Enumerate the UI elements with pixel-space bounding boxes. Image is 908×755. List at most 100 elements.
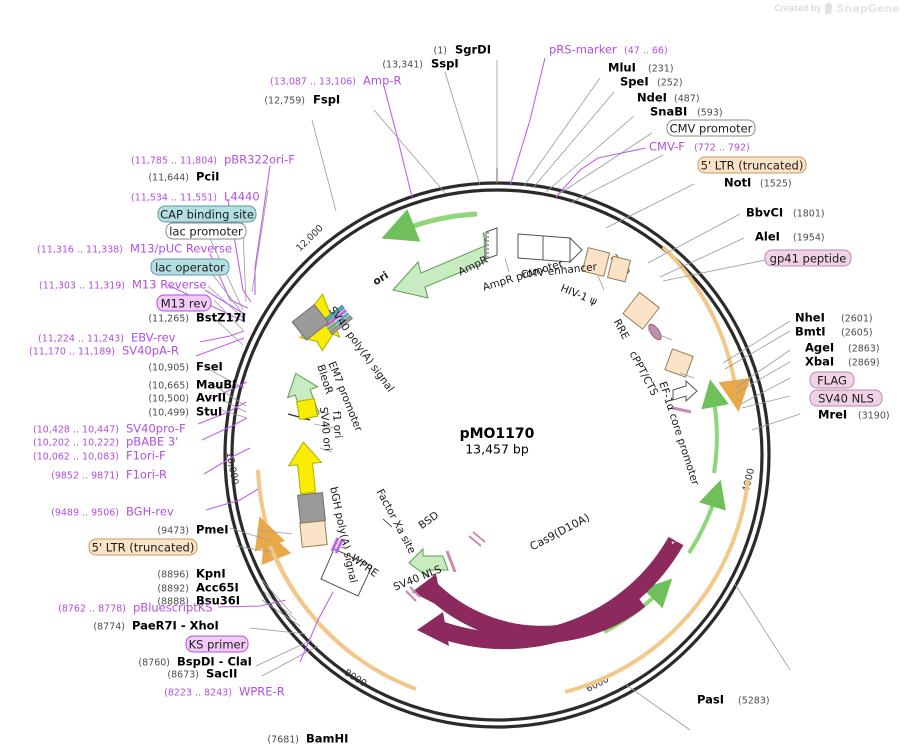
primer-label[interactable]: pBluescriptKS (133, 601, 213, 615)
badge-5ltr-truncated-top[interactable]: 5' LTR (truncated) (697, 156, 807, 174)
badge-lac-operator[interactable]: lac operator (150, 258, 230, 276)
enzyme-pos: (7681) (267, 735, 299, 746)
enzyme-pos: (2601) (841, 314, 873, 325)
primer-label[interactable]: Amp-R (363, 74, 402, 88)
orange-outer-arc (254, 516, 354, 656)
badge-m13-rev[interactable]: M13 rev (156, 294, 212, 312)
enzyme-label[interactable]: AleI (755, 230, 780, 244)
primer-range: (772 .. 792) (694, 143, 750, 154)
primer-label[interactable]: F1ori-F (126, 449, 166, 463)
primer-range: (8762 .. 8778) (58, 604, 126, 615)
enzyme-label[interactable]: NotI (724, 176, 751, 190)
enzyme-label[interactable]: SpeI (620, 75, 649, 89)
badge-label: M13 rev (161, 297, 208, 311)
feature-label: SV40 ori (317, 406, 334, 451)
primer-label[interactable]: L4440 (224, 190, 260, 204)
enzyme-label[interactable]: MreI (818, 408, 847, 422)
badge-ks-primer[interactable]: KS primer (185, 635, 249, 653)
badge-cmv-promoter[interactable]: CMV promoter (666, 119, 756, 137)
primer-label[interactable]: SV40pro-F (126, 422, 186, 436)
feature-label: BSD (416, 509, 441, 532)
enzyme-label[interactable]: PciI (196, 170, 219, 184)
enzyme-pos: (8896) (157, 570, 189, 581)
primer-label[interactable]: CMV-F (649, 140, 685, 154)
primer-label[interactable]: EBV-rev (131, 331, 176, 345)
primer-range: (9852 .. 9871) (51, 471, 119, 482)
primer-label[interactable]: M13/pUC Reverse (130, 242, 232, 256)
enzyme-label[interactable]: Bsu36I (196, 594, 240, 608)
sv40-polya-stripes (291, 304, 353, 341)
enzyme-label[interactable]: NdeI (637, 91, 667, 105)
primer-range: (11,170 .. 11,189) (29, 347, 115, 358)
enzyme-label[interactable]: BstZ17I (196, 311, 246, 325)
page-title: pMO1170 (460, 426, 535, 442)
cas9-arcs (423, 536, 684, 650)
badge-flag[interactable]: FLAG (809, 371, 855, 389)
enzyme-label[interactable]: MluI (608, 61, 636, 75)
feature-label: CMV enhancer (520, 261, 598, 281)
primer-label[interactable]: pBABE 3' (126, 435, 178, 449)
enzyme-label[interactable]: MauBI (196, 378, 236, 392)
enzyme-label[interactable]: KpnI (196, 567, 226, 581)
badge-label: FLAG (817, 374, 847, 388)
primer-label[interactable]: WPRE-R (239, 685, 285, 699)
enzyme-label[interactable]: Acc65I (196, 581, 239, 595)
enzyme-label[interactable]: FspI (313, 93, 340, 107)
feature-label: RRE (611, 317, 632, 341)
enzyme-pos: (3190) (858, 411, 890, 422)
primer-range: (13,087 .. 13,106) (270, 77, 356, 88)
enzyme-pos: (8888) (157, 597, 189, 608)
enzyme-label[interactable]: BmtI (795, 325, 826, 339)
primer-range: (11,534 .. 11,551) (131, 193, 217, 204)
badge-sv40-nls[interactable]: SV40 NLS (809, 389, 883, 407)
primer-label[interactable]: pBR322ori-F (224, 153, 295, 167)
enzyme-label[interactable]: FseI (196, 360, 223, 374)
enzyme-pos: (10,665) (148, 381, 189, 392)
badge-cap-binding-site[interactable]: CAP binding site (157, 205, 257, 223)
enzyme-label[interactable]: SgrDI (455, 43, 491, 57)
cppt-cts-marker (648, 323, 662, 341)
enzyme-label[interactable]: AgeI (805, 341, 834, 355)
enzyme-label[interactable]: StuI (196, 405, 222, 419)
badge-label: 5' LTR (truncated) (92, 541, 195, 555)
enzyme-pos: (12,759) (264, 96, 305, 107)
rre-box (622, 291, 660, 330)
primer-label[interactable]: F1ori-R (126, 468, 167, 482)
badge-label: CAP binding site (160, 208, 254, 222)
primer-range: (10,428 .. 10,447) (33, 425, 119, 436)
primer-label[interactable]: M13 Reverse (132, 278, 206, 292)
feature-label: HIV-1 ψ (559, 282, 599, 307)
enzyme-label[interactable]: XbaI (805, 355, 834, 369)
enzyme-label[interactable]: PaeR7I - XhoI (132, 619, 219, 633)
enzyme-pos: (2869) (848, 358, 880, 369)
cas9-arrowheads (412, 574, 449, 646)
enzyme-label[interactable]: NheI (795, 311, 825, 325)
enzyme-pos: (8760) (138, 658, 170, 669)
cas9-nls-tickmarks (405, 531, 486, 602)
enzyme-label[interactable]: BbvCI (746, 206, 783, 220)
enzyme-label[interactable]: SspI (431, 57, 459, 71)
primer-label[interactable]: pRS-marker (549, 43, 617, 57)
primer-label[interactable]: SV40pA-R (122, 344, 179, 358)
enzyme-pos: (8774) (93, 622, 125, 633)
primer-range: (11,316 .. 11,338) (37, 245, 123, 256)
badge-5ltr-truncated-bottom[interactable]: 5' LTR (truncated) (88, 538, 198, 556)
ef1a-promoter-boxes (664, 348, 698, 414)
sv40-ori-box (295, 397, 319, 421)
badge-gp41-peptide[interactable]: gp41 peptide (764, 249, 852, 267)
enzyme-label[interactable]: PmeI (196, 523, 229, 537)
enzyme-label[interactable]: BspDI - ClaI (177, 655, 252, 669)
primer-label[interactable]: BGH-rev (126, 505, 174, 519)
badge-label: gp41 peptide (770, 252, 847, 266)
enzyme-label[interactable]: SacII (206, 667, 237, 681)
badge-lac-promoter[interactable]: lac promoter (165, 222, 247, 240)
enzyme-label[interactable]: PasI (697, 693, 724, 707)
enzyme-label[interactable]: BamHI (306, 732, 348, 746)
enzyme-pos: (8892) (157, 584, 189, 595)
enzyme-pos: (11,644) (148, 173, 189, 184)
enzyme-pos: (252) (657, 78, 683, 89)
ampr-arrow (392, 231, 488, 299)
enzyme-label[interactable]: AvrII (196, 391, 226, 405)
enzyme-label[interactable]: SnaBI (650, 105, 687, 119)
enzyme-label-group-right: MluI (231) SpeI (252) NdeI (487) SnaBI (… (608, 61, 890, 707)
